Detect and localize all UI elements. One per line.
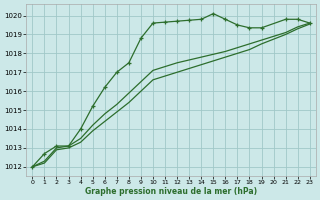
X-axis label: Graphe pression niveau de la mer (hPa): Graphe pression niveau de la mer (hPa): [85, 187, 257, 196]
